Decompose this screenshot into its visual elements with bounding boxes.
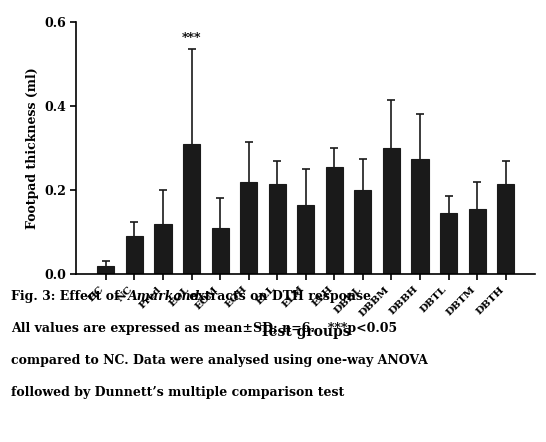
Bar (383, 148, 400, 274)
Text: compared to NC. Data were analysed using one-way ANOVA: compared to NC. Data were analysed using… (11, 354, 428, 367)
Bar (440, 213, 457, 274)
Text: Amarkand: Amarkand (128, 290, 201, 302)
Text: Fig. 3: Effect of: Fig. 3: Effect of (11, 290, 124, 302)
Text: All values are expressed as mean±SD; n=6.   ***p<0.05: All values are expressed as mean±SD; n=6… (11, 322, 397, 335)
Bar (126, 236, 143, 274)
Text: followed by Dunnett’s multiple comparison test: followed by Dunnett’s multiple compariso… (11, 386, 344, 399)
Bar (354, 190, 371, 274)
Bar (97, 266, 115, 274)
Bar (240, 182, 257, 274)
Bar (183, 144, 200, 274)
X-axis label: Test groups: Test groups (260, 325, 351, 339)
Text: ***: *** (182, 32, 201, 45)
Bar (211, 228, 229, 274)
Y-axis label: Footpad thickness (ml): Footpad thickness (ml) (26, 67, 39, 229)
Text: extracts on DTH response: extracts on DTH response (185, 290, 371, 302)
Bar (155, 224, 171, 274)
Bar (326, 167, 343, 274)
Bar (468, 209, 486, 274)
Bar (297, 205, 314, 274)
Bar (497, 184, 514, 274)
Bar (412, 159, 429, 274)
Bar (269, 184, 286, 274)
